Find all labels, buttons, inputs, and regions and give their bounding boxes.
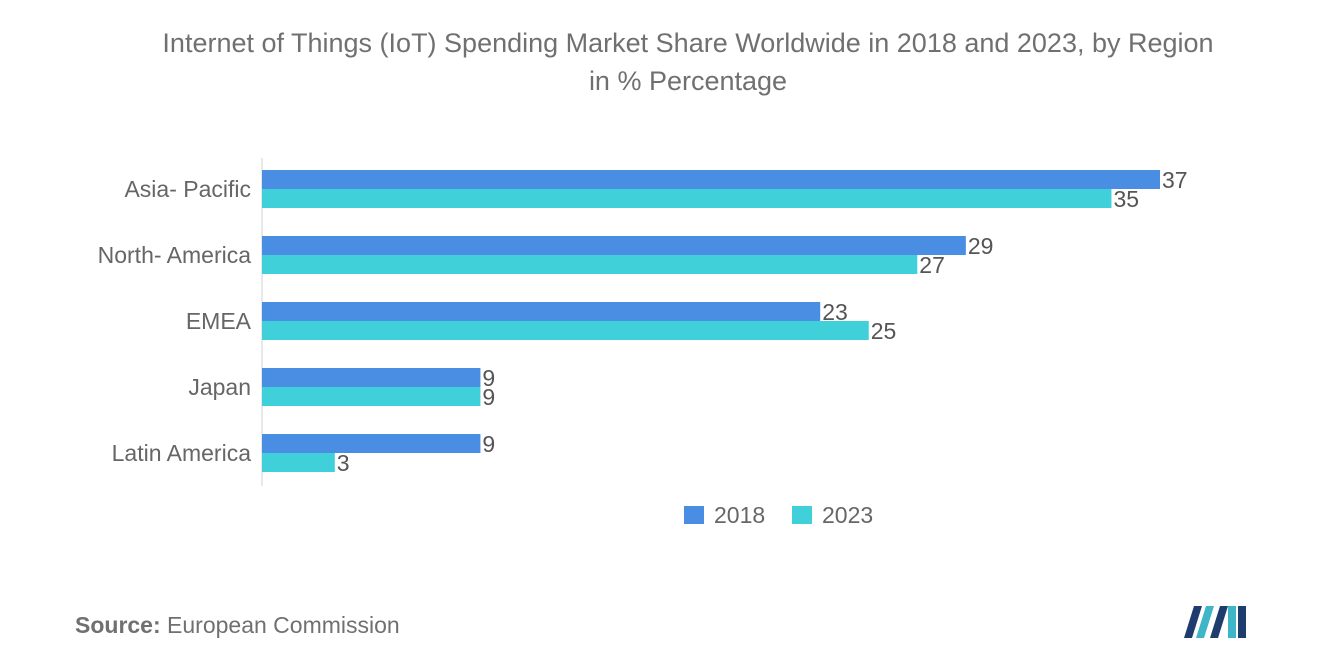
bar-2023 — [262, 387, 481, 406]
bar-2018 — [262, 170, 1160, 189]
data-label: 29 — [968, 233, 994, 259]
legend-swatch-2023 — [792, 506, 812, 524]
data-label: 3 — [337, 450, 350, 476]
category-label: Latin America — [112, 440, 252, 466]
legend: 2018 2023 — [684, 502, 873, 528]
bar-2023 — [262, 453, 335, 472]
data-label: 9 — [482, 365, 495, 391]
data-label: 35 — [1113, 186, 1139, 212]
axis-layer: Asia- Pacific North- America EMEA Japan Lati… — [98, 158, 263, 486]
legend-swatch-2018 — [684, 506, 704, 524]
bar-2018 — [262, 434, 481, 453]
source-label: Source: — [75, 612, 161, 638]
chart-title-text: Internet of Things (IoT) Spending Market… — [162, 28, 1214, 58]
bar-2018 — [262, 302, 821, 321]
bars-layer — [262, 170, 1160, 472]
chart-title: Internet of Things (IoT) Spending Market… — [0, 24, 1320, 100]
category-label: Asia- Pacific — [124, 176, 251, 202]
source-note: Source: European Commission — [75, 612, 400, 639]
chart-subtitle: in % Percentage — [588, 66, 788, 96]
data-label: 23 — [822, 299, 848, 325]
source-text: European Commission — [167, 612, 400, 638]
data-label: 25 — [871, 318, 897, 344]
bar-2023 — [262, 189, 1112, 208]
bar-2023 — [262, 255, 918, 274]
category-label: EMEA — [186, 308, 252, 334]
bar-2018 — [262, 236, 966, 255]
mordor-intelligence-logo-icon — [1184, 606, 1246, 638]
data-label: 9 — [482, 431, 495, 457]
data-label: 9 — [482, 384, 495, 410]
bar-2023 — [262, 321, 869, 340]
bar-2018 — [262, 368, 481, 387]
legend-label: 2023 — [822, 502, 873, 528]
bar-chart: Asia- Pacific North- America EMEA Japan Lati… — [98, 158, 1188, 528]
data-label: 37 — [1162, 167, 1188, 193]
legend-label: 2018 — [714, 502, 765, 528]
category-label: North- America — [98, 242, 252, 268]
category-label: Japan — [188, 374, 251, 400]
data-label: 27 — [919, 252, 945, 278]
